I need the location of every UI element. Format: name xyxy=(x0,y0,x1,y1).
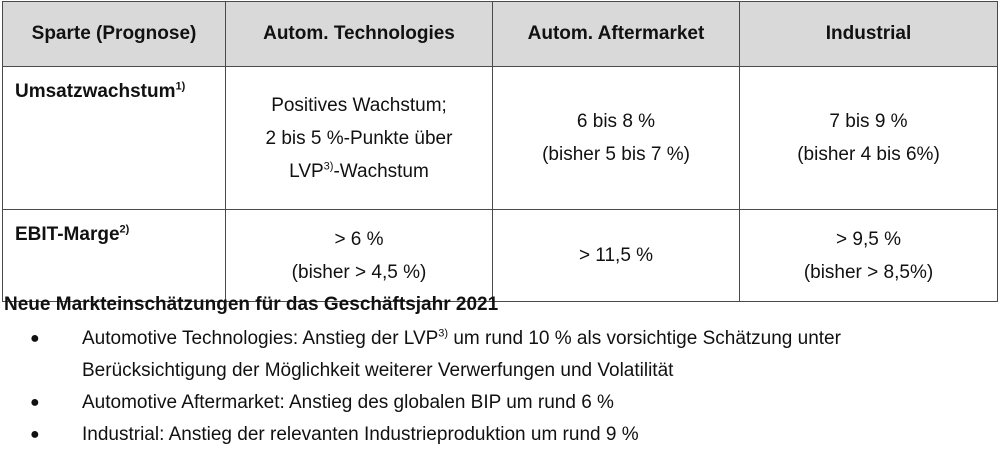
row-label-ebit-marge: EBIT-Marge2) xyxy=(2,209,226,302)
header-sparte: Sparte (Prognose) xyxy=(2,1,226,67)
header-autom-technologies: Autom. Technologies xyxy=(225,1,493,67)
list-item: ● Automotive Aftermarket: Anstieg des gl… xyxy=(4,387,994,419)
forecast-table: Sparte (Prognose) Autom. Technologies Au… xyxy=(2,1,998,302)
bullet-icon: ● xyxy=(30,394,40,411)
table-row-ebit-marge: EBIT-Marge2) > 6 % (bisher > 4,5 %) > 11… xyxy=(2,209,998,302)
cell-ebit-industrial: > 9,5 % (bisher > 8,5%) xyxy=(739,209,998,302)
table-row-umsatzwachstum: Umsatzwachstum1) Positives Wachstum; 2 b… xyxy=(2,66,998,210)
row-label-umsatzwachstum: Umsatzwachstum1) xyxy=(2,66,226,210)
market-assessment-section: Neue Markteinschätzungen für das Geschäf… xyxy=(4,290,994,451)
bullet-icon: ● xyxy=(30,426,40,443)
bullet-icon: ● xyxy=(30,330,40,347)
cell-ebit-aftermarket: > 11,5 % xyxy=(492,209,740,302)
cell-umsatz-industrial: 7 bis 9 % (bisher 4 bis 6%) xyxy=(739,66,998,210)
cell-umsatz-technologies: Positives Wachstum; 2 bis 5 %-Punkte übe… xyxy=(225,66,493,210)
bullet-list: ● Automotive Technologies: Anstieg der L… xyxy=(4,323,994,451)
table-header-row: Sparte (Prognose) Autom. Technologies Au… xyxy=(2,1,998,67)
header-industrial: Industrial xyxy=(739,1,998,67)
cell-ebit-technologies: > 6 % (bisher > 4,5 %) xyxy=(225,209,493,302)
cell-umsatz-aftermarket: 6 bis 8 % (bisher 5 bis 7 %) xyxy=(492,66,740,210)
header-autom-aftermarket: Autom. Aftermarket xyxy=(492,1,740,67)
list-item: ● Industrial: Anstieg der relevanten Ind… xyxy=(4,419,994,451)
list-item: ● Automotive Technologies: Anstieg der L… xyxy=(4,323,994,387)
section-title: Neue Markteinschätzungen für das Geschäf… xyxy=(4,294,499,315)
